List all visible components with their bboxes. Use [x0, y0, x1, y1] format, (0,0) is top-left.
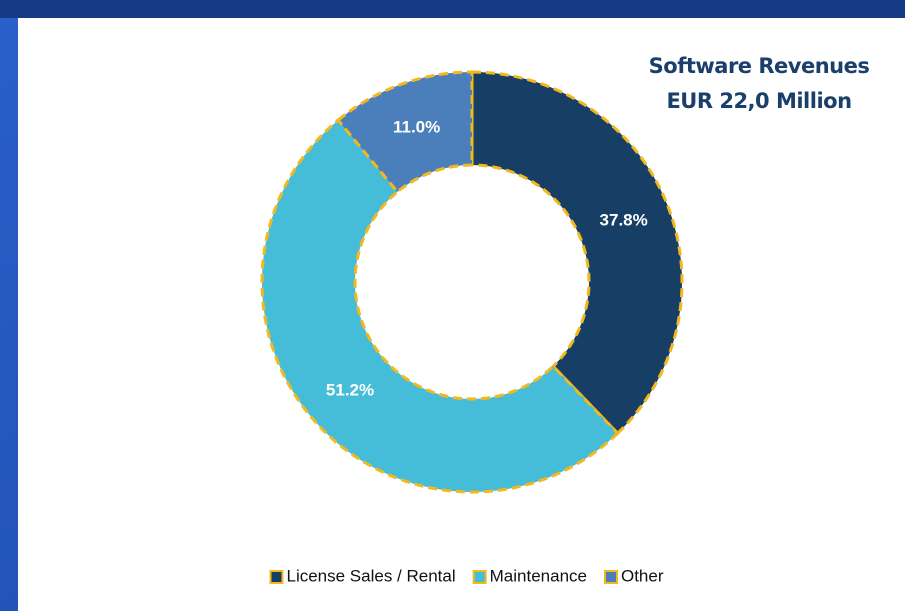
chart-subtitle: EUR 22,0 Million — [666, 89, 851, 113]
donut-segment — [336, 70, 474, 194]
data-label: 11.0% — [393, 118, 440, 137]
legend-label: License Sales / Rental — [286, 566, 455, 585]
top-strip — [0, 0, 905, 18]
legend-swatch — [269, 570, 284, 584]
legend-label: Other — [621, 566, 664, 585]
legend-label: Maintenance — [490, 566, 587, 585]
data-label: 51.2% — [326, 380, 374, 399]
legend-swatch — [603, 570, 618, 584]
chart-title: Software Revenues — [649, 54, 870, 78]
donut-segment — [470, 70, 684, 436]
legend-swatch — [472, 570, 487, 584]
donut-segment — [260, 118, 620, 494]
data-label: 37.8% — [600, 210, 648, 229]
